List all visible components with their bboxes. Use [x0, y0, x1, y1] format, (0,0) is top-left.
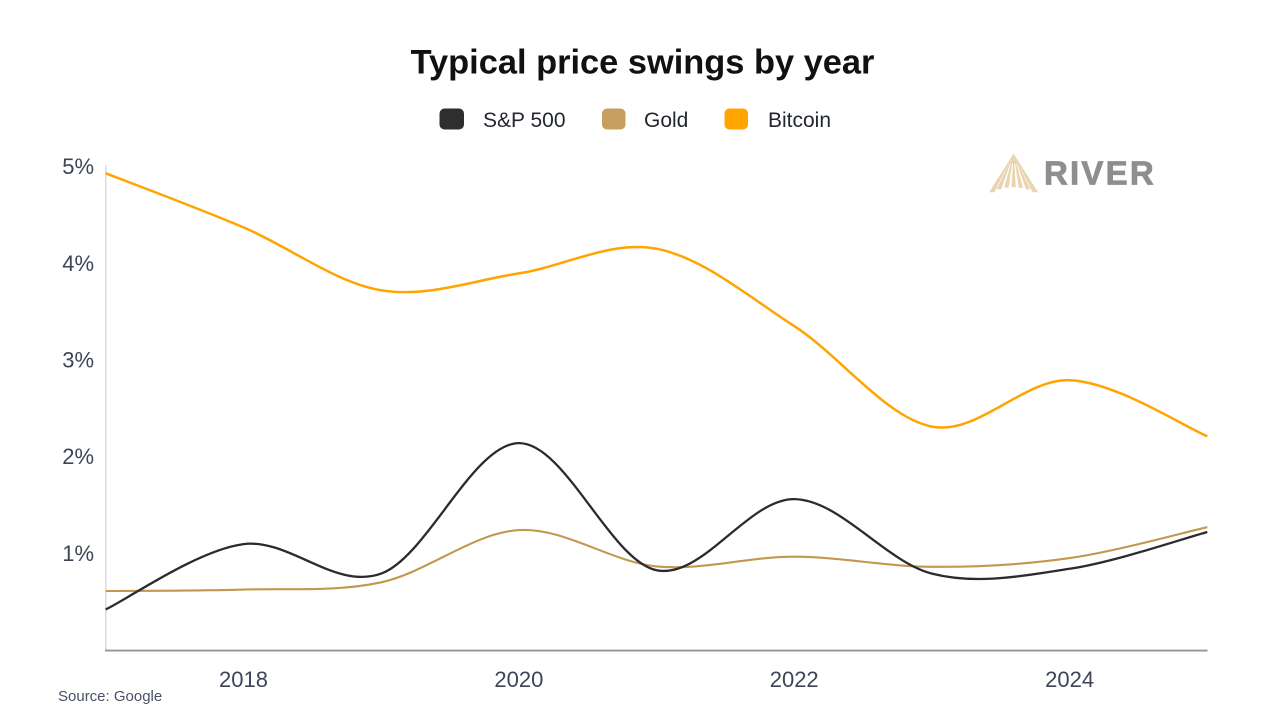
svg-text:Typical price swings by year: Typical price swings by year [411, 44, 875, 82]
svg-text:1%: 1% [62, 541, 94, 566]
svg-text:Bitcoin: Bitcoin [768, 109, 831, 132]
svg-text:2020: 2020 [494, 667, 543, 692]
svg-text:2024: 2024 [1045, 667, 1094, 692]
svg-text:Source: Google: Source: Google [58, 688, 162, 705]
svg-text:2022: 2022 [770, 667, 819, 692]
svg-text:3%: 3% [62, 348, 94, 373]
svg-text:2%: 2% [62, 444, 94, 469]
svg-text:S&P 500: S&P 500 [483, 109, 566, 132]
svg-text:4%: 4% [62, 251, 94, 276]
svg-text:2018: 2018 [219, 667, 268, 692]
svg-text:5%: 5% [62, 154, 94, 179]
svg-text:Gold: Gold [644, 109, 688, 132]
svg-text:RIVER: RIVER [1044, 155, 1156, 192]
